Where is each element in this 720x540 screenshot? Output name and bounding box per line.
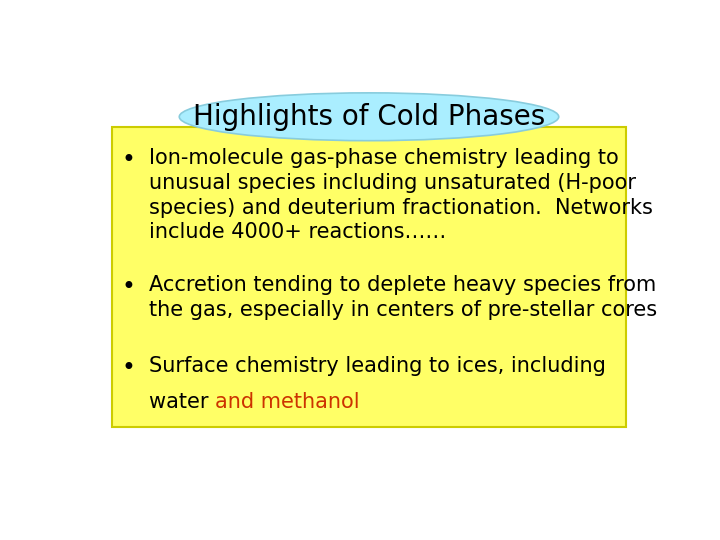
Text: and methanol: and methanol: [215, 393, 359, 413]
Ellipse shape: [179, 93, 559, 141]
Text: Ion-molecule gas-phase chemistry leading to
unusual species including unsaturate: Ion-molecule gas-phase chemistry leading…: [148, 148, 652, 242]
Text: water: water: [148, 393, 215, 413]
FancyBboxPatch shape: [112, 127, 626, 427]
Text: •: •: [121, 356, 135, 380]
Text: Highlights of Cold Phases: Highlights of Cold Phases: [193, 103, 545, 131]
Text: Accretion tending to deplete heavy species from
the gas, especially in centers o: Accretion tending to deplete heavy speci…: [148, 275, 657, 320]
Text: •: •: [121, 275, 135, 299]
Text: •: •: [121, 148, 135, 172]
Text: Surface chemistry leading to ices, including: Surface chemistry leading to ices, inclu…: [148, 356, 606, 376]
